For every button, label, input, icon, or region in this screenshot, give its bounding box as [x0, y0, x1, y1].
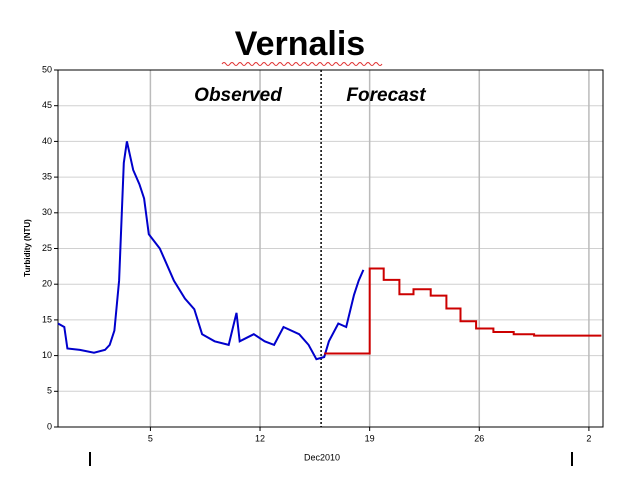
- data-line: [57, 141, 365, 361]
- y-tick-label: 30: [42, 207, 52, 217]
- y-axis-label: Turbidity (NTU): [23, 219, 32, 277]
- x-tick-label: 12: [255, 433, 265, 443]
- y-tick-label: 10: [42, 350, 52, 360]
- y-tick-label: 20: [42, 279, 52, 289]
- x-axis-label: Dec2010: [304, 452, 340, 462]
- y-tick-label: 25: [42, 243, 52, 253]
- y-tick-label: 35: [42, 171, 52, 181]
- y-tick-label: 40: [42, 136, 52, 146]
- x-tick-label: 2: [586, 433, 591, 443]
- chart-title: Vernalis: [235, 25, 365, 63]
- y-tick-label: 45: [42, 100, 52, 110]
- x-tick-label: 19: [365, 433, 375, 443]
- y-tick-label: 15: [42, 314, 52, 324]
- y-tick-label: 50: [42, 64, 52, 74]
- y-tick-label: 0: [47, 421, 52, 431]
- annotation: Observed: [194, 85, 282, 106]
- annotation: Forecast: [346, 85, 426, 106]
- spellcheck-underline: [221, 62, 383, 66]
- data-line: [324, 267, 602, 355]
- x-tick-label: 26: [474, 433, 484, 443]
- x-tick-label: 5: [148, 433, 153, 443]
- y-tick-label: 5: [47, 386, 52, 396]
